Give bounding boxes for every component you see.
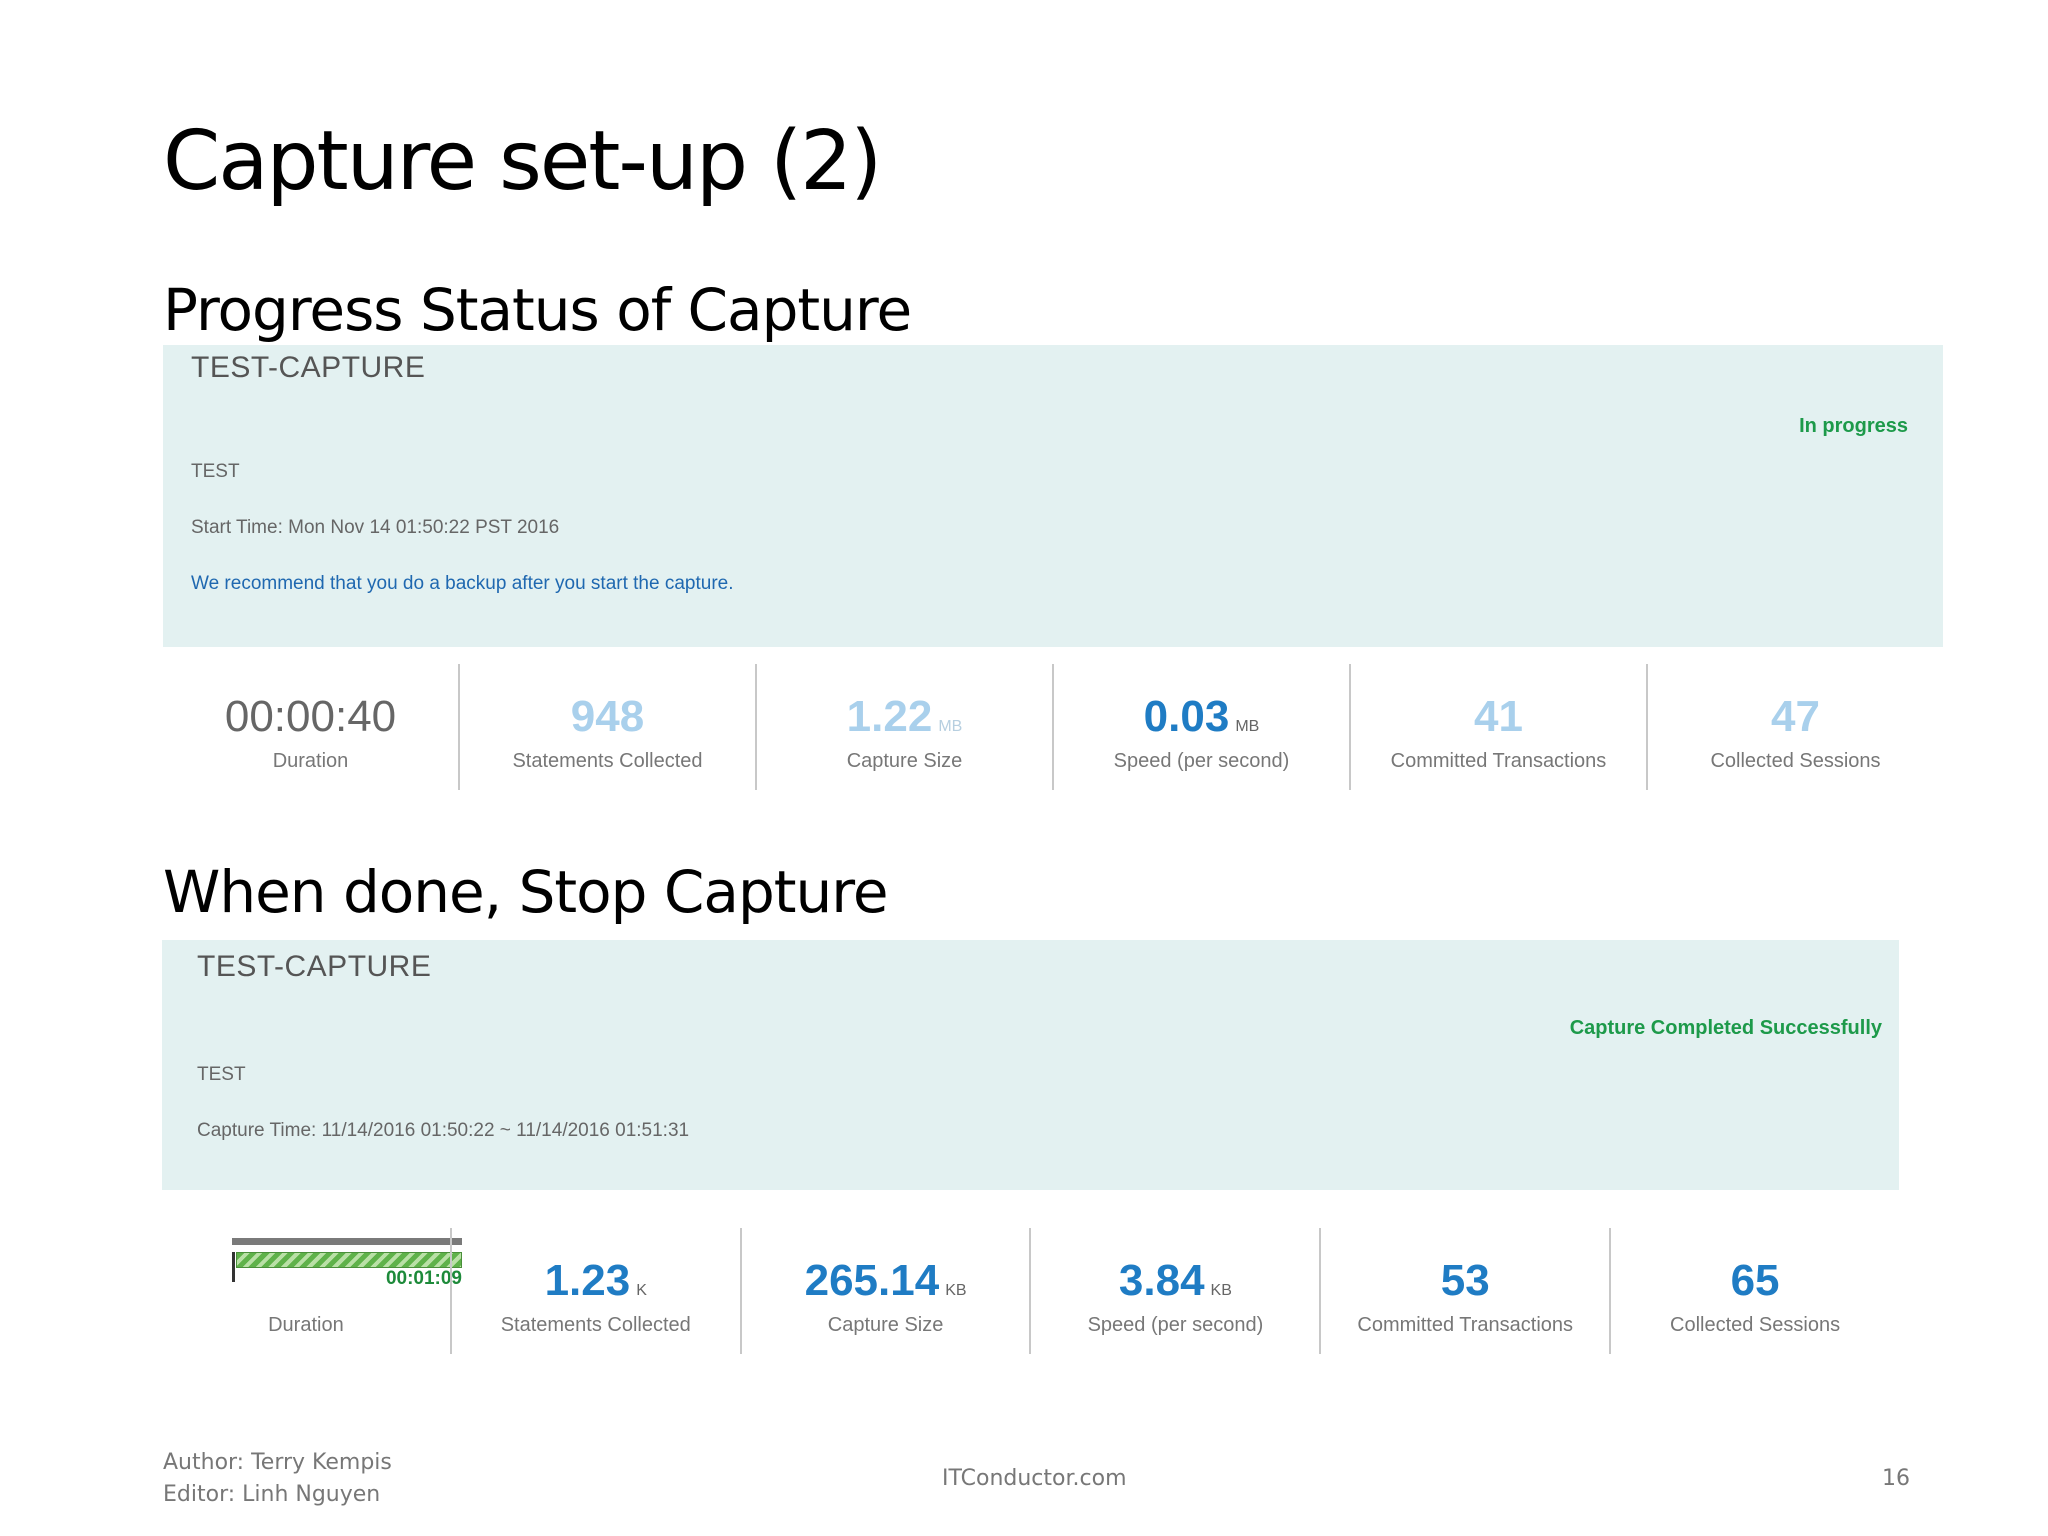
capture-size-label: Capture Size bbox=[846, 750, 963, 772]
capture-name[interactable]: TEST-CAPTURE bbox=[191, 351, 426, 384]
duration-value: 00:00:40 bbox=[224, 692, 397, 741]
statements-value: 948 bbox=[570, 692, 645, 741]
duration-metric: 00:01:09 Duration bbox=[162, 1228, 462, 1354]
transactions-value: 53 bbox=[1440, 1256, 1490, 1305]
capture-size-value: 1.22 bbox=[846, 692, 933, 741]
speed-metric: 0.03 MB Speed (per second) bbox=[1052, 664, 1349, 790]
capture-completed-panel: TEST-CAPTURE Capture Completed Successfu… bbox=[162, 940, 1899, 1190]
progress-metrics: 00:00:40 Duration 948 Statements Collect… bbox=[163, 664, 1943, 790]
capture-name[interactable]: TEST-CAPTURE bbox=[197, 950, 432, 983]
start-time: Start Time: Mon Nov 14 01:50:22 PST 2016 bbox=[191, 517, 560, 538]
duration-label: Duration bbox=[268, 1314, 344, 1336]
backup-recommendation: We recommend that you do a backup after … bbox=[191, 573, 734, 594]
footer-editor: Editor: Linh Nguyen bbox=[163, 1482, 381, 1507]
progress-heading: Progress Status of Capture bbox=[163, 276, 912, 344]
speed-value: 3.84 bbox=[1118, 1256, 1205, 1305]
duration-progress-bar: 00:01:09 bbox=[232, 1238, 462, 1289]
transactions-label: Committed Transactions bbox=[1357, 1314, 1574, 1336]
sessions-metric: 65 Collected Sessions bbox=[1609, 1228, 1899, 1354]
transactions-metric: 53 Committed Transactions bbox=[1319, 1228, 1609, 1354]
statements-metric: 948 Statements Collected bbox=[458, 664, 755, 790]
transactions-metric: 41 Committed Transactions bbox=[1349, 664, 1646, 790]
footer-author: Author: Terry Kempis bbox=[163, 1450, 392, 1475]
capture-size-unit: MB bbox=[938, 718, 963, 735]
transactions-label: Committed Transactions bbox=[1390, 750, 1607, 772]
duration-label: Duration bbox=[272, 750, 349, 772]
speed-unit: MB bbox=[1235, 718, 1260, 735]
sessions-metric: 47 Collected Sessions bbox=[1646, 664, 1943, 790]
capture-size-metric: 1.22 MB Capture Size bbox=[755, 664, 1052, 790]
speed-label: Speed (per second) bbox=[1087, 1314, 1264, 1336]
database-name: TEST bbox=[197, 1064, 246, 1085]
status-badge: In progress bbox=[1799, 415, 1908, 437]
slide-title: Capture set-up (2) bbox=[163, 114, 882, 209]
sessions-value: 65 bbox=[1730, 1256, 1780, 1305]
capture-time: Capture Time: 11/14/2016 01:50:22 ~ 11/1… bbox=[197, 1120, 690, 1141]
capture-size-value: 265.14 bbox=[804, 1256, 940, 1305]
completed-metrics: 00:01:09 Duration 1.23 K Statements Colle… bbox=[162, 1228, 1899, 1354]
capture-size-metric: 265.14 KB Capture Size bbox=[739, 1228, 1030, 1354]
duration-metric: 00:00:40 Duration bbox=[163, 664, 458, 790]
transactions-value: 41 bbox=[1474, 692, 1523, 741]
sessions-value: 47 bbox=[1771, 692, 1820, 741]
capture-progress-panel: TEST-CAPTURE In progress TEST Start Time… bbox=[163, 345, 1943, 647]
capture-size-label: Capture Size bbox=[827, 1314, 944, 1336]
sessions-label: Collected Sessions bbox=[1710, 750, 1881, 772]
bar-top-line bbox=[232, 1238, 462, 1245]
statements-label: Statements Collected bbox=[500, 1314, 691, 1336]
database-name: TEST bbox=[191, 461, 240, 482]
capture-size-unit: KB bbox=[945, 1282, 967, 1299]
statements-unit: K bbox=[636, 1282, 647, 1299]
statements-metric: 1.23 K Statements Collected bbox=[449, 1228, 740, 1354]
progress-marker bbox=[232, 1252, 235, 1282]
statements-label: Statements Collected bbox=[512, 750, 703, 772]
page-number: 16 bbox=[1882, 1466, 1910, 1491]
statements-value: 1.23 bbox=[544, 1256, 631, 1305]
status-badge: Capture Completed Successfully bbox=[1569, 1017, 1882, 1039]
sessions-label: Collected Sessions bbox=[1670, 1314, 1841, 1336]
footer-site: ITConductor.com bbox=[942, 1466, 1127, 1491]
speed-unit: KB bbox=[1210, 1282, 1232, 1299]
speed-label: Speed (per second) bbox=[1113, 750, 1290, 772]
speed-metric: 3.84 KB Speed (per second) bbox=[1029, 1228, 1319, 1354]
duration-value: 00:01:09 bbox=[385, 1268, 462, 1289]
speed-value: 0.03 bbox=[1143, 692, 1230, 741]
progress-fill bbox=[236, 1252, 462, 1268]
done-heading: When done, Stop Capture bbox=[163, 858, 889, 926]
